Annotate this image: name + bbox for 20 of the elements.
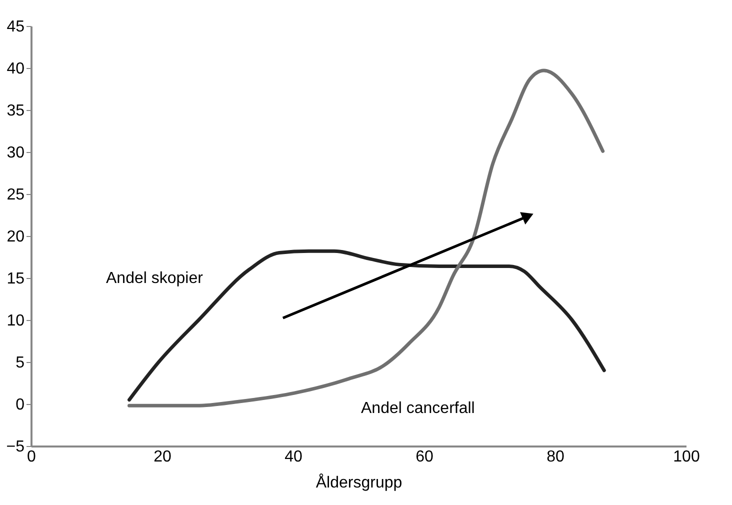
y-tick-label: 15 — [6, 270, 25, 288]
y-tick-label: 35 — [6, 102, 25, 120]
y-tick-label: 30 — [6, 144, 25, 162]
y-tick-label: 40 — [6, 60, 25, 78]
x-axis-title: Åldersgrupp — [316, 474, 402, 492]
y-tick-label: 0 — [16, 396, 25, 414]
series-label: Andel skopier — [106, 270, 204, 287]
series-label: Andel cancerfall — [361, 400, 475, 417]
y-tick-label: 10 — [6, 312, 25, 330]
x-tick-label: 60 — [416, 448, 434, 466]
x-tick-label: 80 — [546, 448, 564, 466]
y-tick-label: 5 — [16, 354, 25, 372]
x-tick-label: 100 — [673, 448, 700, 466]
y-tick-label: 25 — [6, 186, 25, 204]
x-tick-label: 40 — [284, 448, 302, 466]
y-tick-label: −5 — [6, 438, 25, 456]
y-tick-label: 45 — [6, 18, 25, 36]
y-tick-label: 20 — [6, 228, 25, 246]
x-tick-label: 20 — [154, 448, 172, 466]
x-tick-label: 0 — [27, 448, 36, 466]
